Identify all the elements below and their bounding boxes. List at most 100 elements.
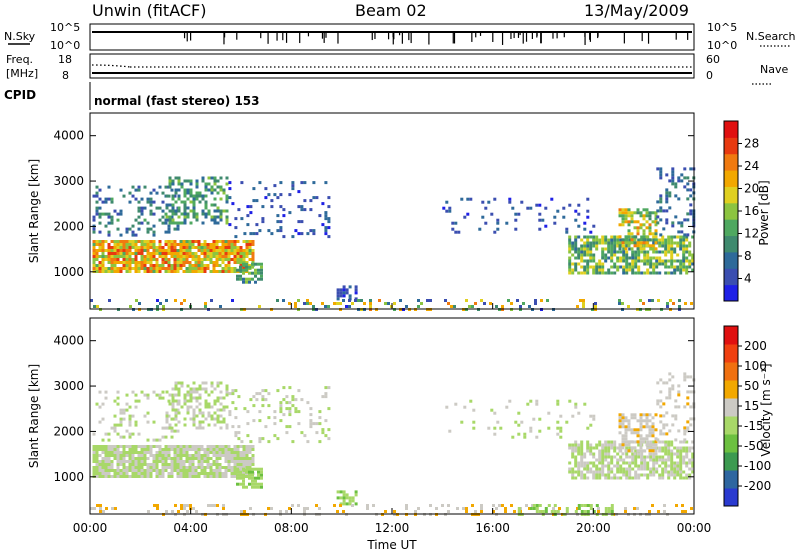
data-cell xyxy=(565,230,569,234)
data-cell xyxy=(634,262,638,266)
data-cell xyxy=(251,448,255,451)
data-cell xyxy=(639,413,643,417)
data-cell xyxy=(625,256,629,260)
data-cell xyxy=(158,460,162,463)
power-colorbar-label: Power [dB] xyxy=(757,180,771,245)
data-cell xyxy=(138,302,141,305)
data-cell xyxy=(604,449,608,453)
data-cell xyxy=(469,399,473,403)
data-cell xyxy=(171,399,175,403)
data-cell xyxy=(245,475,249,478)
data-cell xyxy=(215,451,219,454)
data-cell xyxy=(215,460,219,463)
data-cell xyxy=(621,419,625,423)
data-cell xyxy=(654,220,658,224)
data-cell xyxy=(213,417,217,421)
data-cell xyxy=(131,457,135,460)
data-cell xyxy=(242,457,246,460)
data-cell xyxy=(685,449,689,453)
data-cell xyxy=(180,221,184,225)
data-cell xyxy=(155,393,159,397)
data-cell xyxy=(209,466,213,469)
data-cell xyxy=(245,460,249,463)
data-cell xyxy=(628,461,632,465)
data-cell xyxy=(679,446,683,450)
data-cell xyxy=(165,215,169,219)
data-cell xyxy=(188,460,192,463)
data-cell xyxy=(104,255,108,258)
data-cell xyxy=(589,414,593,418)
data-cell xyxy=(104,200,108,204)
data-cell xyxy=(221,267,225,270)
data-cell xyxy=(583,253,587,257)
data-cell xyxy=(203,258,207,261)
data-cell xyxy=(648,452,652,456)
data-cell xyxy=(134,466,138,469)
data-cell xyxy=(186,384,190,388)
data-cell xyxy=(580,446,584,450)
data-cell xyxy=(155,249,159,252)
data-cell xyxy=(95,448,99,451)
data-cell xyxy=(171,209,175,213)
data-cell xyxy=(671,173,675,177)
data-cell xyxy=(195,396,199,400)
data-cell xyxy=(167,261,171,264)
data-cell xyxy=(227,457,231,460)
data-cell xyxy=(619,464,623,468)
data-cell xyxy=(110,255,114,258)
data-cell xyxy=(98,264,102,267)
data-cell xyxy=(324,392,328,396)
data-cell xyxy=(288,302,291,305)
data-cell xyxy=(625,268,629,272)
data-cell xyxy=(688,476,692,480)
data-cell xyxy=(125,227,129,231)
data-cell xyxy=(685,256,689,260)
data-cell xyxy=(155,463,159,466)
data-cell xyxy=(171,197,175,201)
data-cell xyxy=(634,250,638,254)
data-cell xyxy=(646,259,650,263)
data-cell xyxy=(661,241,665,245)
data-cell xyxy=(496,227,500,231)
data-cell xyxy=(210,188,214,192)
data-cell xyxy=(225,200,229,204)
data-cell xyxy=(598,443,602,447)
data-cell xyxy=(185,258,189,261)
data-cell xyxy=(182,466,186,469)
data-cell xyxy=(589,241,593,245)
data-cell xyxy=(677,230,681,234)
data-cell xyxy=(601,268,605,272)
data-cell xyxy=(342,493,346,497)
data-cell xyxy=(690,507,693,510)
data-cell xyxy=(134,469,138,472)
data-cell xyxy=(189,504,192,507)
data-cell xyxy=(239,258,243,261)
data-cell xyxy=(116,463,120,466)
data-cell xyxy=(140,209,144,213)
data-cell xyxy=(673,250,677,254)
data-cell xyxy=(206,451,210,454)
data-cell xyxy=(228,223,232,227)
noise-right-tick-top: 10^5 xyxy=(707,21,737,34)
data-cell xyxy=(164,435,168,439)
data-cell xyxy=(445,200,449,204)
data-cell xyxy=(210,384,214,388)
data-cell xyxy=(170,475,174,478)
data-cell xyxy=(201,176,205,180)
data-cell xyxy=(149,240,153,243)
data-cell xyxy=(213,179,217,183)
colorbar-segment xyxy=(724,416,738,435)
data-cell xyxy=(195,390,199,394)
data-cell xyxy=(186,212,190,216)
data-cell xyxy=(582,302,585,305)
data-cell xyxy=(556,399,560,403)
data-cell xyxy=(637,253,641,257)
data-cell xyxy=(662,209,666,213)
data-cell xyxy=(348,299,351,302)
data-cell xyxy=(661,235,665,239)
data-cell xyxy=(177,390,181,394)
data-cell xyxy=(297,205,301,209)
data-cell xyxy=(174,423,178,427)
data-cell xyxy=(279,401,283,405)
colorbar-segment xyxy=(724,398,738,417)
